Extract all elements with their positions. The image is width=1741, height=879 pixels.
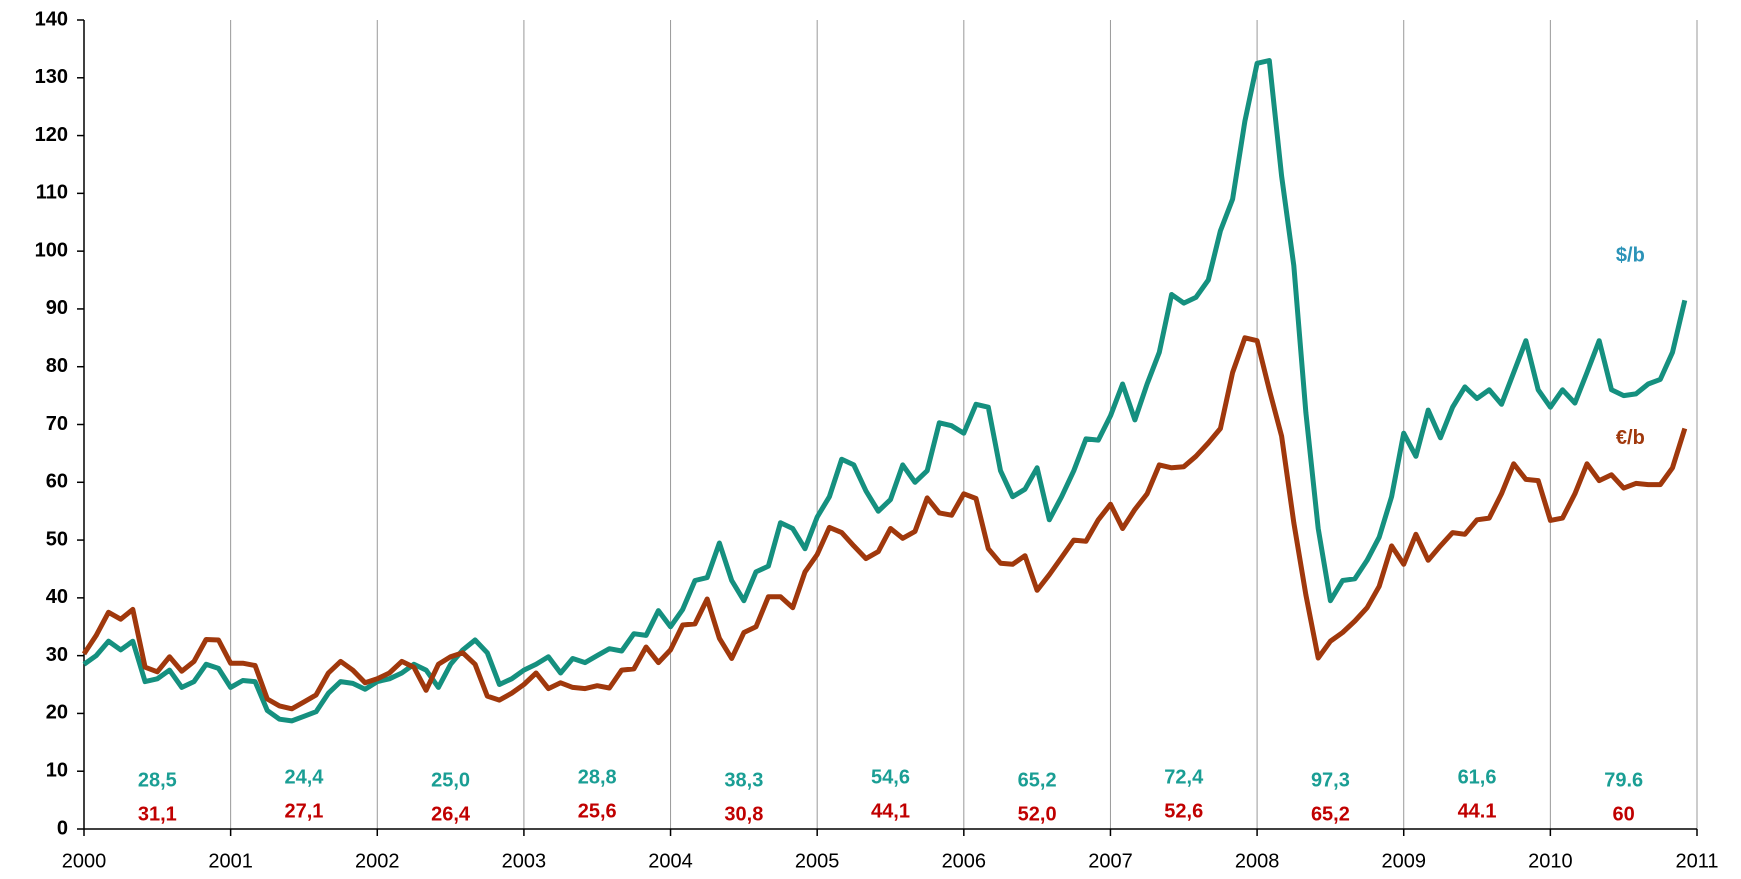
x-tick-label: 2008 xyxy=(1235,850,1280,872)
y-tick-label: 140 xyxy=(35,8,68,30)
annual-average-label: 44.1 xyxy=(1458,800,1497,822)
x-tick-label: 2006 xyxy=(942,850,987,872)
line-series xyxy=(81,335,1688,712)
y-tick-label: 100 xyxy=(35,239,68,261)
x-tick-label: 2007 xyxy=(1088,850,1133,872)
x-tick-label: 2003 xyxy=(502,850,547,872)
annual-average-label: 27,1 xyxy=(284,800,323,822)
y-tick-label: 40 xyxy=(46,586,68,608)
y-tick-label: 10 xyxy=(46,759,68,781)
annual-average-label: 97,3 xyxy=(1311,769,1350,791)
annual-average-label: 52,6 xyxy=(1164,800,1203,822)
y-tick-label: 120 xyxy=(35,124,68,146)
x-tick-label: 2002 xyxy=(355,850,400,872)
annual-average-label: 60 xyxy=(1613,803,1635,825)
annual-average-label: 25,6 xyxy=(578,800,617,822)
annual-average-label: 30,8 xyxy=(724,803,763,825)
y-tick-label: 20 xyxy=(46,702,68,724)
y-tick-label: 0 xyxy=(57,817,68,839)
x-tick-label: 2000 xyxy=(62,850,107,872)
y-tick-label: 70 xyxy=(46,413,68,435)
annual-average-label: 26,4 xyxy=(431,803,471,825)
y-tick-label: 80 xyxy=(46,355,68,377)
y-tick-label: 90 xyxy=(46,297,68,319)
x-tick-label: 2005 xyxy=(795,850,840,872)
x-tick-label: 2011 xyxy=(1675,850,1718,872)
x-tick-label: 2004 xyxy=(648,850,693,872)
annual-average-label: 31,1 xyxy=(138,803,177,825)
y-tick-label: 110 xyxy=(36,182,68,204)
y-tick-label: 30 xyxy=(46,644,68,666)
series-label: $/b xyxy=(1616,245,1645,267)
annual-average-label: 72,4 xyxy=(1164,766,1204,788)
annual-average-label: 44,1 xyxy=(871,800,910,822)
annual-average-label: 52,0 xyxy=(1018,803,1057,825)
annual-average-label: 28,8 xyxy=(578,766,617,788)
annual-average-label: 65,2 xyxy=(1311,803,1350,825)
annual-average-label: 28,5 xyxy=(138,769,177,791)
annual-average-label: 79.6 xyxy=(1604,769,1643,791)
annual-average-label: 65,2 xyxy=(1018,769,1057,791)
x-tick-label: 2010 xyxy=(1528,850,1573,872)
y-tick-label: 50 xyxy=(46,528,68,550)
series-label: €/b xyxy=(1616,427,1645,449)
y-tick-label: 130 xyxy=(35,66,68,88)
annual-average-label: 38,3 xyxy=(724,769,763,791)
x-tick-label: 2001 xyxy=(208,850,253,872)
annual-average-label: 25,0 xyxy=(431,769,470,791)
line-series xyxy=(82,58,1688,724)
annual-average-label: 54,6 xyxy=(871,766,910,788)
x-tick-label: 2009 xyxy=(1381,850,1426,872)
annual-average-label: 24,4 xyxy=(284,766,324,788)
y-tick-label: 60 xyxy=(46,471,68,493)
annual-average-label: 61,6 xyxy=(1458,766,1497,788)
